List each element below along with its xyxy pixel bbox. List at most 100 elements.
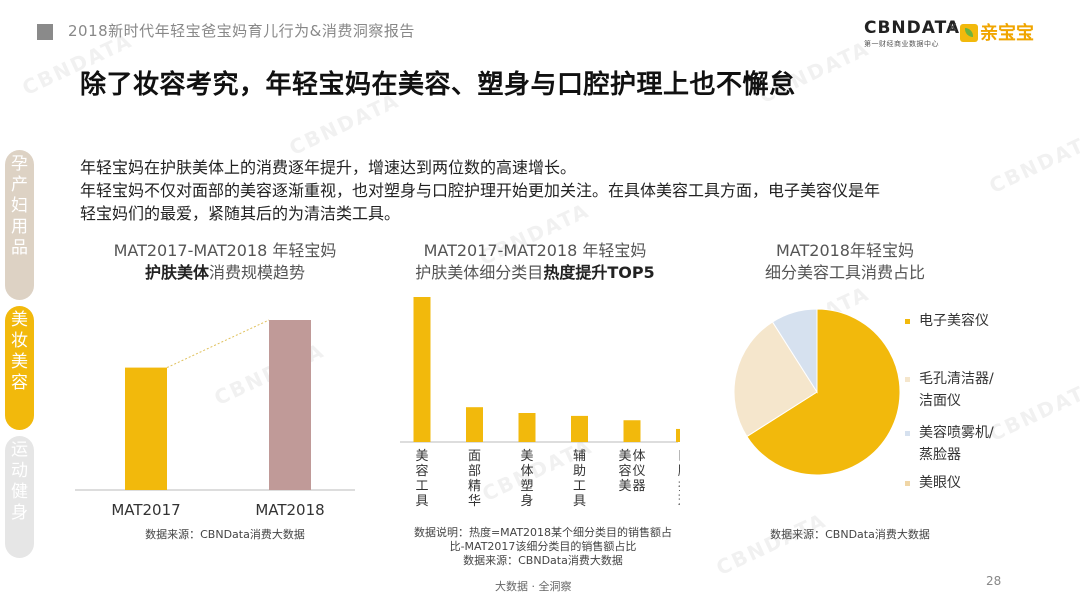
leaf-icon — [960, 24, 978, 42]
legend-item: 美眼仪 — [905, 472, 1059, 494]
left-chart-source: 数据来源：CBNData消费大数据 — [145, 528, 305, 541]
svg-text:助: 助 — [573, 464, 586, 479]
x-tick-label: MAT2018 — [255, 501, 324, 519]
svg-text:具: 具 — [415, 494, 428, 509]
right-chart-title: MAT2018年轻宝妈 细分美容工具消费占比 — [730, 240, 960, 284]
svg-text:面: 面 — [468, 449, 481, 464]
x-tick-label: 美容工具 — [415, 449, 428, 509]
svg-text:体: 体 — [520, 464, 533, 479]
bar — [571, 415, 588, 442]
pie-slice — [733, 321, 818, 438]
sidebar-tab-label: 美妆美容 — [11, 310, 28, 393]
legend-label: 毛孔清洁器/洁面仪 — [919, 371, 994, 409]
svg-text:塑: 塑 — [520, 479, 533, 494]
cbndata-logo: CBNDATA — [864, 18, 961, 38]
svg-text:容: 容 — [618, 463, 631, 479]
middle-chart-title-line1: MAT2017-MAT2018 年轻宝妈 — [423, 241, 647, 260]
sidebar-tab-label: 运动健身 — [11, 440, 28, 523]
header-square-icon — [37, 24, 53, 40]
svg-text:美: 美 — [520, 449, 533, 464]
left-chart-title-rest: 消费规模趋势 — [209, 263, 306, 282]
legend-label: 电子美容仪 — [919, 313, 989, 329]
svg-text:容: 容 — [415, 463, 428, 479]
watermark: CBNDATA — [712, 508, 831, 580]
description-line: 年轻宝妈不仅对面部的美容逐渐重视，也对塑身与口腔护理开始更加关注。在具体美容工具… — [80, 181, 881, 200]
bar — [623, 420, 641, 442]
svg-text:器: 器 — [632, 479, 645, 494]
x-tick-label: MAT2017 — [111, 501, 180, 519]
pie-legend: 电子美容仪毛孔清洁器/洁面仪 美容喷雾机/蒸脸器美眼仪 — [905, 310, 1065, 500]
left-chart-title: MAT2017-MAT2018 年轻宝妈 护肤美体消费规模趋势 — [90, 240, 360, 284]
middle-chart-title-pre: 护肤美体细分类目 — [415, 263, 544, 282]
svg-text:理: 理 — [678, 494, 680, 509]
legend-swatch — [905, 319, 910, 324]
bar — [269, 320, 311, 490]
svg-text:华: 华 — [468, 494, 481, 509]
svg-text:辅: 辅 — [573, 449, 586, 464]
svg-text:具: 具 — [573, 494, 586, 509]
svg-text:体: 体 — [632, 449, 645, 464]
right-pie-chart — [733, 308, 901, 476]
middle-bar-chart: 美容工具面部精华美体塑身辅助工具美容美体仪器口腔护理 — [400, 297, 680, 509]
bar — [466, 407, 483, 442]
cbndata-logo-subtitle: 第一财经商业数据中心 — [864, 40, 939, 48]
pie-slice — [746, 308, 901, 476]
page-number: 28 — [986, 574, 1002, 588]
legend-item: 美容喷雾机/蒸脸器 — [905, 422, 1059, 466]
legend-swatch — [905, 377, 910, 382]
trend-line — [166, 319, 270, 369]
x-tick-label: 口腔护理 — [678, 449, 680, 509]
legend-item: 毛孔清洁器/洁面仪 — [905, 368, 1059, 412]
svg-text:口: 口 — [678, 449, 680, 464]
right-chart-source: 数据来源：CBNData消费大数据 — [770, 528, 930, 541]
logo-separator: × — [947, 20, 958, 35]
sidebar-tab-beauty[interactable]: 美妆美容 — [5, 306, 34, 430]
svg-text:工: 工 — [573, 479, 586, 494]
pie-slice — [771, 308, 818, 394]
left-chart-title-line1: MAT2017-MAT2018 年轻宝妈 — [113, 241, 337, 260]
left-bar-chart: MAT2017 MAT2018 — [75, 319, 355, 519]
bar — [518, 413, 536, 442]
sidebar-tab-fitness[interactable]: 运动健身 — [5, 436, 34, 558]
description-line: 轻宝妈们的最爱，紧随其后的为清洁类工具。 — [80, 204, 401, 223]
middle-chart-note-line: 比-MAT2017该细分类目的销售额占比 — [449, 540, 637, 553]
description: 年轻宝妈在护肤美体上的消费逐年提升，增速达到两位数的高速增长。 年轻宝妈不仅对面… — [80, 156, 1000, 225]
middle-chart-note-line: 数据说明：热度=MAT2018某个细分类目的销售额占 — [413, 526, 673, 539]
page-title: 除了妆容考究，年轻宝妈在美容、塑身与口腔护理上也不懈怠 — [80, 70, 796, 100]
description-line: 年轻宝妈在护肤美体上的消费逐年提升，增速达到两位数的高速增长。 — [80, 158, 577, 177]
qinbaobao-logo: 亲宝宝 — [960, 19, 1034, 45]
svg-text:身: 身 — [520, 493, 533, 509]
bar — [413, 297, 431, 442]
sidebar-tab-maternity[interactable]: 孕产妇用品 — [5, 150, 34, 300]
svg-text:美: 美 — [618, 449, 631, 464]
sidebar-tab-label: 孕产妇用品 — [11, 154, 28, 258]
svg-text:美: 美 — [415, 449, 428, 464]
legend-label: 美容喷雾机/蒸脸器 — [919, 425, 994, 463]
svg-text:精: 精 — [468, 479, 481, 494]
svg-text:部: 部 — [468, 464, 481, 479]
middle-chart-title: MAT2017-MAT2018 年轻宝妈 护肤美体细分类目热度提升TOP5 — [395, 240, 675, 284]
legend-item: 电子美容仪 — [905, 310, 1059, 332]
right-chart-title-line1: MAT2018年轻宝妈 — [775, 241, 914, 260]
svg-text:护: 护 — [678, 479, 680, 494]
qinbaobao-logo-text: 亲宝宝 — [980, 23, 1034, 44]
svg-text:工: 工 — [415, 479, 428, 494]
middle-chart-source: 数据来源：CBNData消费大数据 — [463, 554, 623, 567]
svg-text:美: 美 — [618, 479, 631, 494]
bar — [676, 428, 680, 442]
bar — [125, 367, 167, 490]
legend-swatch — [905, 481, 910, 486]
svg-text:仪: 仪 — [632, 464, 645, 479]
middle-chart-note: 数据说明：热度=MAT2018某个细分类目的销售额占 比-MAT2017该细分类… — [398, 526, 688, 568]
svg-text:腔: 腔 — [678, 464, 680, 479]
legend-swatch — [905, 431, 910, 436]
footer-slogan: 大数据 · 全洞察 — [495, 580, 572, 593]
left-chart-title-bold: 护肤美体 — [144, 263, 209, 282]
right-chart-title-line2: 细分美容工具消费占比 — [764, 263, 925, 282]
middle-chart-title-bold: 热度提升TOP5 — [543, 263, 655, 282]
report-title: 2018新时代年轻宝爸宝妈育儿行为&消费洞察报告 — [68, 22, 415, 40]
